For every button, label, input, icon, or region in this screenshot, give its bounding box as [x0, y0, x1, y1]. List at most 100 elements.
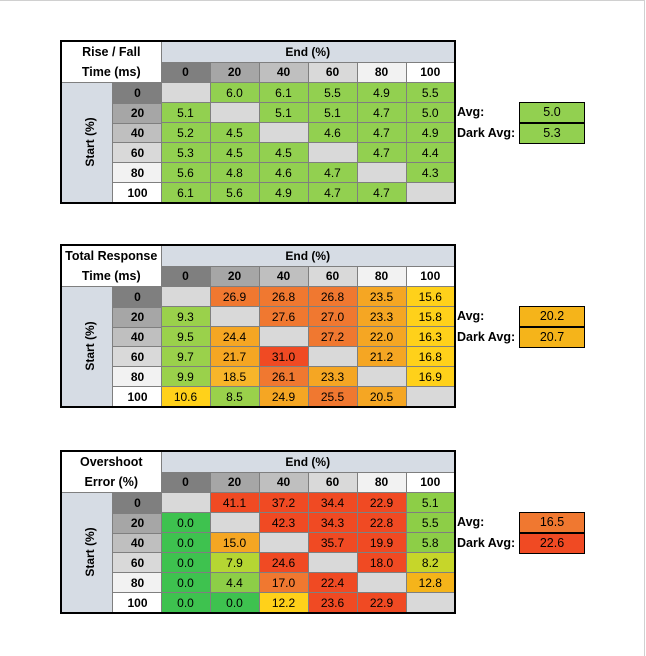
- value-cell: 4.4: [405, 142, 456, 163]
- value-cell: 19.9: [356, 532, 407, 553]
- value-cell: 6.1: [258, 82, 309, 103]
- value-cell: 27.0: [307, 306, 358, 327]
- value-cell: 4.6: [307, 122, 358, 143]
- value-cell: 22.9: [356, 592, 407, 614]
- value-cell: 5.3: [160, 142, 211, 163]
- value-cell: 23.5: [356, 286, 407, 307]
- dark-avg-label: Dark Avg:: [457, 126, 516, 140]
- value-cell: 23.3: [307, 366, 358, 387]
- start-row-header: 60: [112, 346, 160, 367]
- empty-cell: [209, 306, 260, 327]
- table-title: Rise / Fall Time (ms): [60, 40, 162, 83]
- value-cell: 42.3: [258, 512, 309, 533]
- end-percent-header: End (%): [160, 450, 456, 473]
- value-cell: 22.4: [307, 572, 358, 593]
- end-column-header: 80: [356, 471, 407, 493]
- end-column-header: 40: [258, 61, 309, 83]
- value-cell: 4.7: [307, 162, 358, 183]
- empty-cell: [258, 532, 309, 553]
- value-cell: 9.7: [160, 346, 211, 367]
- value-cell: 5.1: [258, 102, 309, 123]
- value-cell: 4.9: [258, 182, 309, 204]
- table-row: 9.3 27.6 27.0 23.3 15.8: [61, 306, 456, 327]
- value-cell: 4.8: [209, 162, 260, 183]
- table-row: Start (%) 0 20 40 60 80 100 6.0 6.1 5.5 4.9 5.5: [60, 82, 456, 204]
- start-header-cell: Start (%) 0 20 40 60 80 100: [60, 492, 162, 614]
- value-cell: 5.1: [307, 102, 358, 123]
- page-frame-top: [0, 0, 645, 1]
- table-title-line1: Total Response: [65, 249, 158, 263]
- value-cell: 16.9: [405, 366, 456, 387]
- value-cell: 9.9: [160, 366, 211, 387]
- value-cell: 26.8: [258, 286, 309, 307]
- value-cell: 5.6: [209, 182, 260, 204]
- end-percent-header: End (%): [160, 40, 456, 63]
- value-cell: 9.3: [160, 306, 211, 327]
- dark-avg-value: 20.7: [519, 327, 585, 348]
- value-cell: 15.0: [209, 532, 260, 553]
- value-cell: 31.0: [258, 346, 309, 367]
- value-cell: 12.8: [405, 572, 456, 593]
- table-row: Start (%) 0 20 40 60 80 100 41.1 37.2 34.4 22.9 5.1: [60, 492, 456, 614]
- value-cell: 4.5: [258, 142, 309, 163]
- end-column-header: 0: [160, 61, 211, 83]
- avg-label: Avg:: [457, 515, 485, 529]
- start-header-cell: Start (%) 0 20 40 60 80 100: [60, 286, 162, 408]
- start-row-header: 0: [112, 287, 160, 307]
- end-column-header: 100: [405, 265, 456, 287]
- start-row-header: 20: [112, 102, 160, 123]
- value-cell: 23.3: [356, 306, 407, 327]
- table-title-line1: Rise / Fall: [82, 45, 141, 59]
- overshoot-table: Overshoot Error (%) End (%) 0 20 40 60 80 100 Sta…: [60, 450, 456, 614]
- value-cell: 22.9: [356, 492, 407, 513]
- value-cell: 4.9: [356, 82, 407, 103]
- value-cell: 16.8: [405, 346, 456, 367]
- table-row: 9.5 24.4 27.2 22.0 16.3: [61, 326, 456, 347]
- start-row-header: 20: [112, 512, 160, 533]
- value-cell: 0.0: [160, 572, 211, 593]
- value-cell: 20.5: [356, 386, 407, 408]
- value-cell: 35.7: [307, 532, 358, 553]
- value-cell: 4.3: [405, 162, 456, 183]
- value-cell: 5.0: [405, 102, 456, 123]
- start-header-cell: Start (%) 0 20 40 60 80 100: [60, 82, 162, 204]
- value-cell: 26.1: [258, 366, 309, 387]
- rise-fall-table: Rise / Fall Time (ms) End (%) 0 20 40 60 80 100 S…: [60, 40, 456, 204]
- table-row: 5.6 4.8 4.6 4.7 4.3: [61, 162, 456, 183]
- value-cell: 5.1: [405, 492, 456, 513]
- value-cell: 17.0: [258, 572, 309, 593]
- value-cell: 5.5: [307, 82, 358, 103]
- value-cell: 7.9: [209, 552, 260, 573]
- value-cell: 24.4: [209, 326, 260, 347]
- table-row: Start (%) 0 20 40 60 80 100 26.9 26.8 26.8 23.5 15.…: [60, 286, 456, 408]
- empty-cell: [356, 366, 407, 387]
- dark-avg-label: Dark Avg:: [457, 536, 516, 550]
- value-cell: 41.1: [209, 492, 260, 513]
- value-cell: 0.0: [160, 592, 211, 614]
- value-cell: 4.7: [356, 142, 407, 163]
- value-cell: 4.6: [258, 162, 309, 183]
- end-column-header: 100: [405, 61, 456, 83]
- start-row-headers: 0 20 40 60 80 100: [112, 83, 160, 202]
- start-row-header: 40: [112, 532, 160, 553]
- table-title: Total Response Time (ms): [60, 244, 162, 287]
- end-percent-header: End (%): [160, 244, 456, 267]
- value-cell: 22.0: [356, 326, 407, 347]
- value-cell: 9.5: [160, 326, 211, 347]
- table-row: 0.0 42.3 34.3 22.8 5.5: [61, 512, 456, 533]
- value-cell: 4.4: [209, 572, 260, 593]
- start-percent-header: Start (%): [83, 320, 97, 371]
- value-cell: 0.0: [209, 592, 260, 614]
- value-cell: 37.2: [258, 492, 309, 513]
- value-cell: 4.7: [307, 182, 358, 204]
- value-cell: 6.0: [209, 82, 260, 103]
- value-cell: 5.2: [160, 122, 211, 143]
- end-column-header: 40: [258, 265, 309, 287]
- end-column-header: 20: [209, 265, 260, 287]
- start-row-header: 80: [112, 572, 160, 593]
- overshoot-table-block: Overshoot Error (%) End (%) 0 20 40 60 80 100 Sta…: [60, 450, 456, 614]
- table-title: Overshoot Error (%): [60, 450, 162, 493]
- table-row: 9.7 21.7 31.0 21.2 16.8: [61, 346, 456, 367]
- table-row: 0.0 7.9 24.6 18.0 8.2: [61, 552, 456, 573]
- table-title-line1: Overshoot: [79, 455, 143, 469]
